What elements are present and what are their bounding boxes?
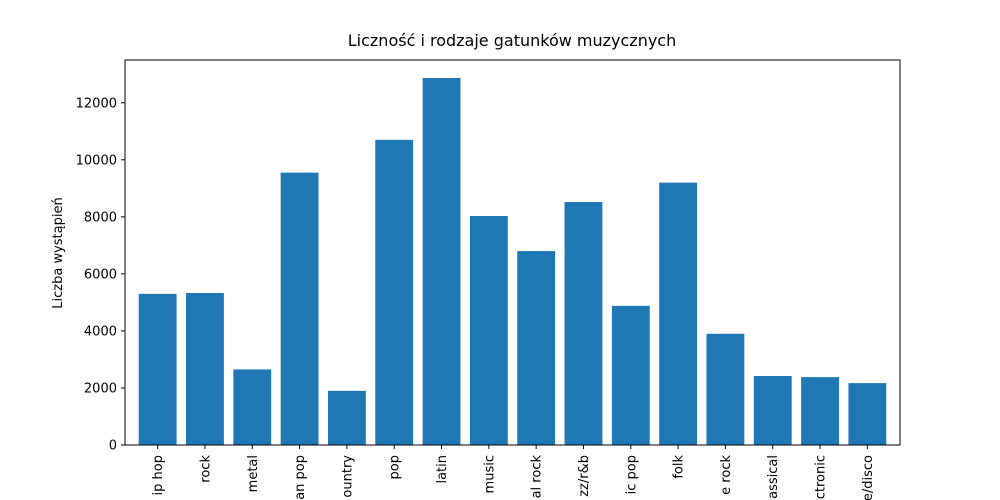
x-tick-label: ip hop [151,455,166,495]
bar [706,333,745,445]
chart-title: Liczność i rodzaje gatunków muzycznych [348,31,677,50]
y-axis-label: Liczba wystąpień [51,197,66,308]
bar [280,172,319,446]
bar [186,292,224,445]
bar [848,383,887,445]
x-tick-label: an pop [293,455,308,500]
x-tick-label: ountry [340,455,355,498]
x-tick-label: latin [435,455,450,484]
y-tick-label: 10000 [76,153,117,168]
x-tick-label: ic pop [624,455,639,494]
x-tick-label: assical [766,455,781,499]
y-tick-label: 8000 [84,210,117,225]
x-tick-label: al rock [530,455,545,499]
x-tick-label: music [482,455,497,493]
bar [375,139,414,445]
bar [422,77,461,445]
bar [801,377,839,445]
bar [564,202,603,445]
y-tick-label: 6000 [84,267,117,282]
bar [138,293,177,445]
x-tick-label: e rock [719,455,734,495]
y-tick-label: 12000 [76,96,117,111]
x-tick-label: zz/r&b [577,455,592,497]
bar [327,390,366,445]
bar [517,251,556,445]
bar [753,375,792,445]
y-tick-label: 2000 [84,381,117,396]
x-tick-label: rock [198,455,213,483]
y-tick-label: 4000 [84,324,117,339]
x-tick-label: folk [672,455,687,479]
x-tick-label: metal [246,455,261,492]
bar [469,215,508,445]
bar [611,305,650,445]
plot-frame [124,59,901,446]
x-tick-label: ctronic [814,455,829,499]
x-tick-label: e/disco [861,455,876,500]
x-tick-label: pop [388,455,403,479]
y-tick-label: 0 [109,439,117,454]
bar [659,182,698,445]
bar [233,369,272,445]
